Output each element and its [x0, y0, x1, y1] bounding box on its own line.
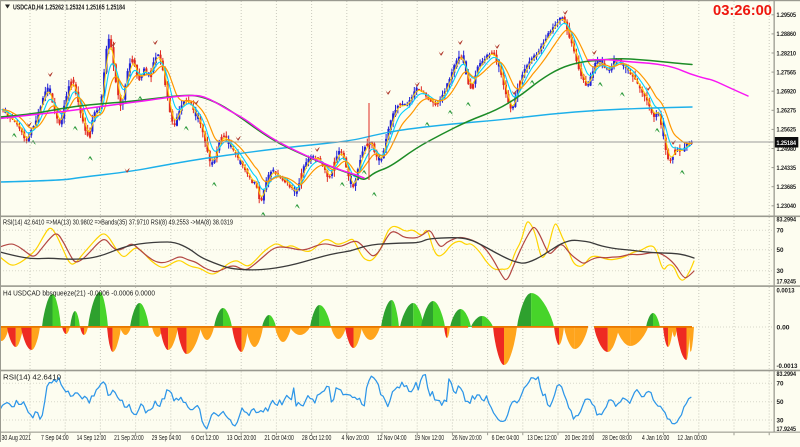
- svg-text:30: 30: [777, 268, 785, 275]
- svg-text:1.24980: 1.24980: [777, 146, 797, 153]
- svg-text:6 Dec 04:00: 6 Dec 04:00: [492, 435, 520, 442]
- svg-text:6 Oct 12:00: 6 Oct 12:00: [191, 435, 219, 442]
- svg-text:70: 70: [777, 228, 785, 235]
- svg-text:13 Dec 12:00: 13 Dec 12:00: [527, 435, 557, 442]
- svg-text:21 Sep 20:00: 21 Sep 20:00: [114, 435, 144, 442]
- svg-text:30 Aug 2021: 30 Aug 2021: [2, 435, 32, 442]
- svg-text:0.00: 0.00: [777, 324, 791, 331]
- svg-text:1.24335: 1.24335: [777, 165, 797, 172]
- svg-text:12 Nov 04:00: 12 Nov 04:00: [377, 435, 407, 442]
- svg-text:29 Sep 04:00: 29 Sep 04:00: [152, 435, 182, 442]
- svg-text:1.29505: 1.29505: [777, 12, 797, 19]
- svg-text:26 Nov 20:00: 26 Nov 20:00: [452, 435, 482, 442]
- svg-text:21 Oct 04:00: 21 Oct 04:00: [264, 435, 294, 442]
- svg-text:-0.0013: -0.0013: [777, 363, 799, 370]
- svg-text:0.0013: 0.0013: [777, 288, 796, 295]
- svg-text:14 Sep 12:00: 14 Sep 12:00: [77, 435, 107, 442]
- svg-text:RSI(14) 42.6410 =>MA(13) 30.9: RSI(14) 42.6410 =>MA(13) 30.9802 =>Bands…: [3, 219, 233, 226]
- svg-text:1.23040: 1.23040: [777, 203, 797, 210]
- svg-text:50: 50: [777, 247, 785, 254]
- svg-text:1.26275: 1.26275: [777, 108, 797, 115]
- svg-text:83.2994: 83.2994: [777, 217, 797, 224]
- svg-text:1.26920: 1.26920: [777, 89, 797, 96]
- svg-text:20 Dec 20:00: 20 Dec 20:00: [565, 435, 595, 442]
- svg-text:13 Oct 20:00: 13 Oct 20:00: [227, 435, 257, 442]
- svg-text:H4 USDCAD bbsqueeze(21) -0.000: H4 USDCAD bbsqueeze(21) -0.0006 -0.0006 …: [3, 290, 155, 297]
- svg-text:4 Jan 16:00: 4 Jan 16:00: [642, 435, 670, 442]
- svg-text:4 Nov 20:00: 4 Nov 20:00: [341, 435, 369, 442]
- svg-text:30: 30: [777, 417, 785, 424]
- svg-text:12 Jan 00:00: 12 Jan 00:00: [677, 435, 707, 442]
- svg-text:17.9245: 17.9245: [777, 426, 797, 433]
- svg-text:1.28210: 1.28210: [777, 50, 797, 57]
- svg-text:1.28860: 1.28860: [777, 31, 797, 38]
- svg-text:1.27565: 1.27565: [777, 69, 797, 76]
- svg-text:28 Dec 08:00: 28 Dec 08:00: [602, 435, 632, 442]
- svg-text:50: 50: [777, 399, 785, 406]
- svg-text:RSI(14) 42.6410: RSI(14) 42.6410: [3, 374, 61, 381]
- svg-text:1.25184: 1.25184: [777, 140, 797, 147]
- svg-text:1.25625: 1.25625: [777, 127, 797, 134]
- svg-text:17.9245: 17.9245: [777, 278, 797, 285]
- svg-text:7 Sep 04:00: 7 Sep 04:00: [41, 435, 69, 442]
- svg-text:83.2994: 83.2994: [777, 371, 797, 378]
- svg-text:19 Nov 12:00: 19 Nov 12:00: [415, 435, 445, 442]
- svg-text:28 Oct 12:00: 28 Oct 12:00: [302, 435, 332, 442]
- svg-text:03:26:00: 03:26:00: [713, 3, 772, 19]
- svg-text:USDCAD,H4 1.25262 1.25324 1.25: USDCAD,H4 1.25262 1.25324 1.25165 1.2518…: [13, 3, 126, 12]
- svg-text:70: 70: [777, 381, 785, 388]
- svg-text:1.23685: 1.23685: [777, 184, 797, 191]
